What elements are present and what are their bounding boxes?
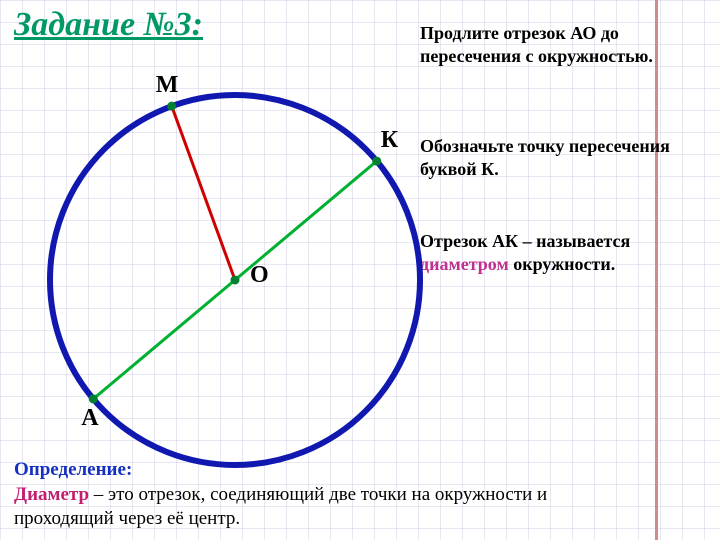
- label-K: К: [381, 127, 398, 154]
- definition-rest: – это отрезок, соединяющий две точки на …: [14, 484, 547, 530]
- definition-label: Определение:: [14, 459, 132, 480]
- definition-text: Определение: Диаметр – это отрезок, соед…: [14, 458, 640, 532]
- label-A: А: [81, 405, 98, 432]
- label-M: М: [156, 72, 179, 99]
- label-O: О: [250, 262, 269, 289]
- definition-term: Диаметр: [14, 484, 89, 505]
